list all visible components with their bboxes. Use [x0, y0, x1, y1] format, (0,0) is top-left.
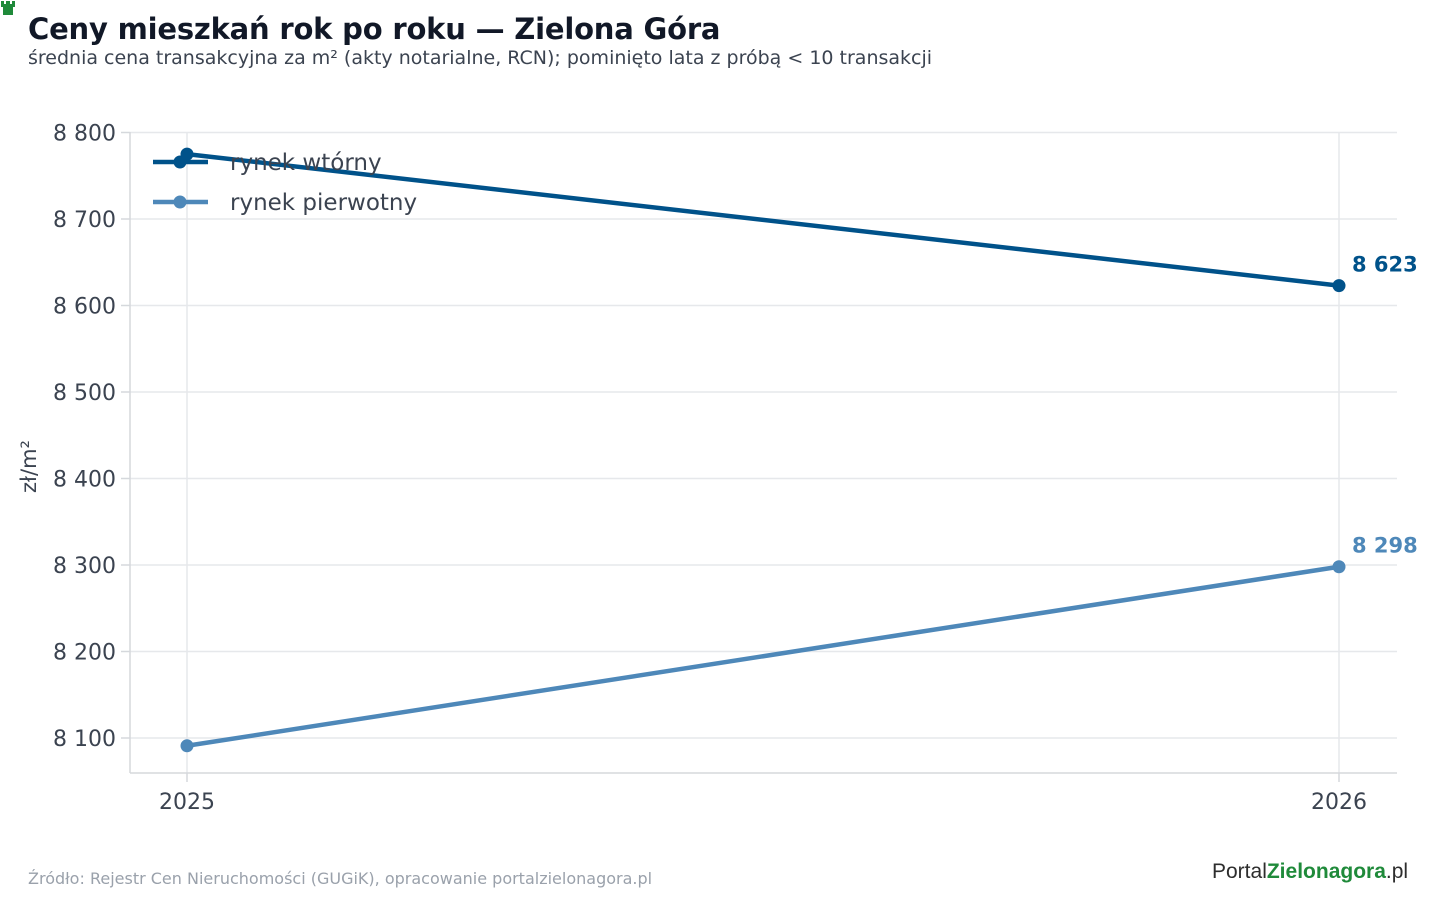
y-tick-label: 8 300: [53, 554, 116, 579]
data-point: [180, 739, 194, 753]
data-labels: 8 623 8 298: [1352, 253, 1418, 558]
legend-label: rynek pierwotny: [230, 190, 417, 216]
series-layer: [180, 147, 1346, 753]
legend-swatch-marker: [173, 155, 187, 169]
y-tick-label: 8 500: [53, 381, 116, 406]
logo-tower-icon: [1, 1, 15, 15]
line-chart: 8 100 8 200 8 300 8 400 8 500 8 600 8 700 8 800…: [17, 122, 1418, 816]
y-tick-label: 8 100: [53, 727, 116, 752]
logo-text-portal: Portal: [1212, 860, 1267, 883]
data-point: [1332, 560, 1346, 574]
x-tick-label: 2025: [159, 790, 215, 815]
logo-text-pl: .pl: [1385, 860, 1409, 883]
chart-subtitle: średnia cena transakcyjna za m² (akty no…: [28, 47, 933, 69]
grid-lines: [130, 131, 1397, 773]
legend: rynek wtórny rynek pierwotny: [153, 150, 417, 216]
y-tick-label: 8 400: [53, 468, 116, 493]
data-point: [1332, 279, 1346, 293]
portal-logo: PortalZielonagora.pl: [1212, 860, 1408, 884]
y-tick-label: 8 200: [53, 641, 116, 666]
legend-swatch-marker: [173, 195, 187, 209]
y-axis-label: zł/m²: [17, 440, 41, 493]
y-tick-label: 8 600: [53, 295, 116, 320]
series-line-0: [184, 151, 1342, 288]
y-tick-label: 8 800: [53, 122, 116, 147]
logo-text-zielonagora: Zielonagora: [1266, 860, 1386, 883]
end-value-label: 8 623: [1352, 253, 1418, 277]
source-note: Źródło: Rejestr Cen Nieruchomości (GUGiK…: [28, 869, 653, 888]
axes: 8 100 8 200 8 300 8 400 8 500 8 600 8 700 8 800…: [17, 122, 1397, 815]
series-line-1: [184, 564, 1342, 749]
y-tick-label: 8 700: [53, 208, 116, 233]
x-tick-label: 2026: [1311, 790, 1367, 815]
legend-label: rynek wtórny: [230, 150, 382, 176]
end-value-label: 8 298: [1352, 534, 1418, 558]
chart-title: Ceny mieszkań rok po roku — Zielona Góra: [28, 12, 721, 46]
